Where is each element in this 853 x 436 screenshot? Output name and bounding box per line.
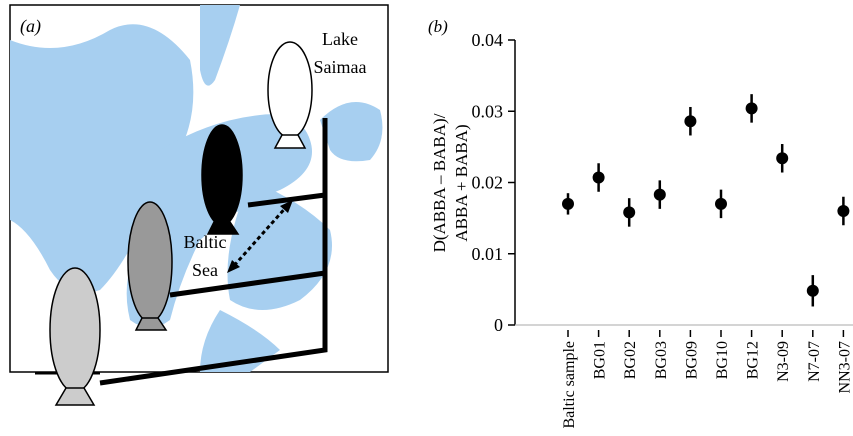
x-tick-label: NN3-07: [836, 341, 853, 393]
point: [623, 206, 636, 219]
point: [776, 152, 789, 165]
y-tick-label: 0.02: [472, 173, 504, 193]
point: [653, 188, 666, 201]
point: [837, 205, 850, 217]
x-tick-label: BG01: [592, 341, 609, 379]
arrow-head: [227, 260, 240, 273]
x-tick-label: BG09: [683, 341, 700, 379]
panel-label: (a): [20, 16, 41, 37]
map-annotation: Lake: [322, 29, 358, 49]
map-annotation: Baltic: [184, 232, 227, 252]
y-axis-label: D(ABBA – BABA)/: [430, 113, 449, 252]
point: [806, 284, 819, 297]
y-tick-label: 0.03: [472, 101, 504, 121]
x-tick-label: BG10: [714, 341, 731, 379]
panel-label: (b): [428, 17, 448, 36]
arrow-head: [280, 200, 293, 213]
x-tick-label: BG03: [653, 341, 670, 379]
gene-flow-arrow: [230, 204, 290, 269]
point: [684, 115, 697, 128]
y-tick-label: 0.04: [472, 30, 504, 50]
x-tick-label: BG12: [745, 341, 762, 379]
seals: [49, 41, 313, 406]
x-tick-label: BG02: [622, 341, 639, 379]
point: [592, 171, 605, 184]
map-annotation: Saimaa: [314, 57, 367, 77]
y-tick-label: 0: [494, 315, 503, 335]
point: [745, 102, 758, 115]
point: [562, 197, 574, 210]
x-tick-label: Baltic sample: [561, 341, 578, 429]
x-tick-label: N3-09: [775, 341, 792, 382]
map: (a) Lake Saimaa Baltic Sea: [9, 4, 389, 406]
map-annotation: Sea: [192, 260, 218, 280]
point: [715, 197, 727, 210]
y-tick-label: 0.01: [472, 244, 504, 264]
plot: 0 0.01 0.02 0.03 0.04 Baltic sample BG01 BG02 BG…: [472, 30, 853, 429]
y-axis-label: ABBA + BABA): [452, 124, 471, 241]
x-tick-label: N7-07: [806, 341, 823, 382]
